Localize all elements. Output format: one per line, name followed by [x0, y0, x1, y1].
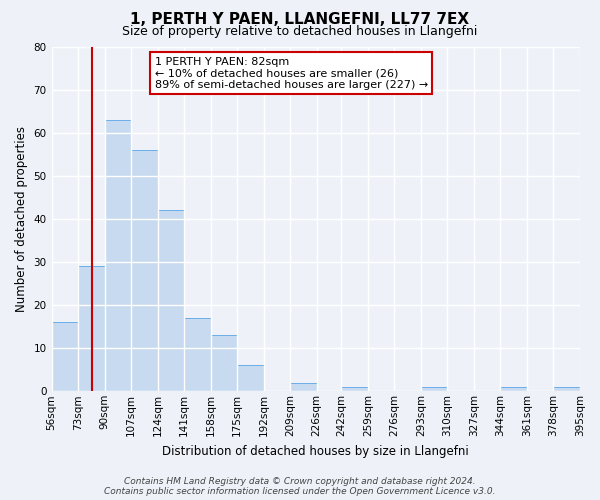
Y-axis label: Number of detached properties: Number of detached properties	[15, 126, 28, 312]
Bar	[131, 150, 158, 392]
X-axis label: Distribution of detached houses by size in Llangefni: Distribution of detached houses by size …	[163, 444, 469, 458]
Bar	[52, 322, 78, 392]
Text: Size of property relative to detached houses in Llangefni: Size of property relative to detached ho…	[122, 25, 478, 38]
Bar	[500, 387, 527, 392]
Bar	[553, 387, 580, 392]
Bar	[78, 266, 104, 392]
Text: Contains HM Land Registry data © Crown copyright and database right 2024.
Contai: Contains HM Land Registry data © Crown c…	[104, 476, 496, 496]
Bar	[104, 120, 131, 392]
Bar	[184, 318, 211, 392]
Text: 1, PERTH Y PAEN, LLANGEFNI, LL77 7EX: 1, PERTH Y PAEN, LLANGEFNI, LL77 7EX	[130, 12, 470, 28]
Bar	[211, 335, 237, 392]
Bar	[341, 387, 368, 392]
Bar	[421, 387, 448, 392]
Bar	[237, 366, 263, 392]
Text: 1 PERTH Y PAEN: 82sqm
← 10% of detached houses are smaller (26)
89% of semi-deta: 1 PERTH Y PAEN: 82sqm ← 10% of detached …	[155, 57, 428, 90]
Bar	[158, 210, 184, 392]
Bar	[290, 382, 317, 392]
